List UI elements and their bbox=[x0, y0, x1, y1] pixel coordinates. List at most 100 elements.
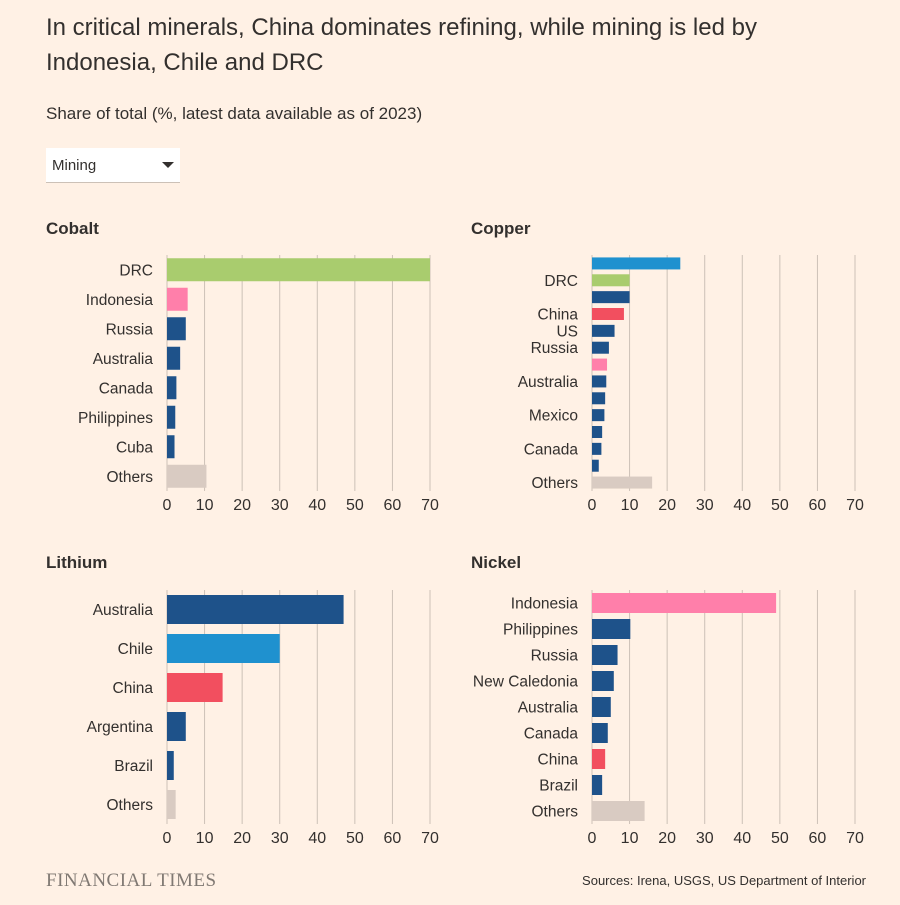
bar-label: DRC bbox=[544, 273, 578, 290]
tick-label: 20 bbox=[658, 830, 676, 847]
bar-canada bbox=[592, 723, 608, 743]
caret-down-icon bbox=[162, 162, 174, 168]
bar bbox=[592, 392, 606, 405]
tick-label: 0 bbox=[588, 497, 597, 514]
bar-label: Chile bbox=[118, 641, 153, 658]
bar-label: Brazil bbox=[114, 758, 153, 775]
bar bbox=[592, 358, 608, 371]
bar-label: China bbox=[113, 680, 154, 697]
bar-label: China bbox=[538, 307, 579, 324]
tick-label: 30 bbox=[271, 830, 289, 847]
bar bbox=[592, 426, 603, 438]
tick-label: 70 bbox=[846, 497, 864, 514]
bar-label: New Caledonia bbox=[473, 674, 578, 691]
bar bbox=[592, 257, 681, 270]
panel-title-cobalt: Cobalt bbox=[46, 219, 99, 238]
panel-title-copper: Copper bbox=[471, 219, 531, 238]
bar-label: Russia bbox=[531, 340, 579, 357]
bar-philippines bbox=[592, 619, 631, 639]
tick-label: 20 bbox=[233, 830, 251, 847]
ft-logo: FINANCIAL TIMES bbox=[46, 870, 217, 891]
bar-others bbox=[592, 476, 653, 489]
panel-title-lithium: Lithium bbox=[46, 553, 108, 572]
bar-label: Cuba bbox=[116, 439, 153, 456]
tick-label: 0 bbox=[163, 497, 172, 514]
tick-label: 40 bbox=[308, 497, 326, 514]
bar-australia bbox=[592, 375, 607, 388]
bar-label: China bbox=[538, 752, 579, 769]
bar-label: Others bbox=[106, 469, 153, 486]
bar-australia bbox=[592, 697, 611, 717]
tick-label: 20 bbox=[658, 497, 676, 514]
bar-label: Others bbox=[531, 804, 578, 821]
bar-label: Others bbox=[531, 475, 578, 492]
bar-label: Brazil bbox=[539, 778, 578, 795]
bar-label: US bbox=[556, 323, 578, 340]
bar-australia bbox=[167, 346, 181, 370]
bar-label: Canada bbox=[99, 380, 154, 397]
bar-drc bbox=[592, 274, 630, 287]
bar-label: Canada bbox=[524, 441, 579, 458]
bar-others bbox=[167, 464, 207, 488]
bar-label: DRC bbox=[119, 262, 153, 279]
bar-brazil bbox=[592, 775, 603, 795]
bar-philippines bbox=[167, 405, 176, 429]
bar-drc bbox=[167, 258, 430, 282]
source-note: Sources: Irena, USGS, US Department of I… bbox=[582, 873, 866, 888]
bar bbox=[592, 459, 599, 472]
bar-label: Indonesia bbox=[511, 596, 579, 613]
tick-label: 40 bbox=[733, 497, 751, 514]
tick-label: 70 bbox=[421, 497, 439, 514]
tick-label: 50 bbox=[346, 497, 364, 514]
tick-label: 10 bbox=[196, 830, 214, 847]
bar-chile bbox=[167, 634, 280, 663]
nickel-chart: 0 10 20 30 40 50 60 70 Indonesia Philippines Russi… bbox=[473, 590, 864, 847]
tick-label: 10 bbox=[621, 830, 639, 847]
tick-label: 10 bbox=[196, 497, 214, 514]
tick-label: 10 bbox=[621, 497, 639, 514]
tick-label: 30 bbox=[271, 497, 289, 514]
bar-label: Indonesia bbox=[86, 292, 154, 309]
tick-label: 40 bbox=[733, 830, 751, 847]
bar-label: Philippines bbox=[503, 622, 578, 639]
bar-canada bbox=[167, 376, 177, 400]
tick-label: 50 bbox=[346, 830, 364, 847]
bar-label: Argentina bbox=[87, 719, 154, 736]
bar-china bbox=[592, 749, 606, 769]
tick-label: 60 bbox=[809, 830, 827, 847]
bar-new-caledonia bbox=[592, 671, 614, 691]
tick-label: 60 bbox=[384, 497, 402, 514]
bar-argentina bbox=[167, 712, 186, 741]
dropdown-selected-value: Mining bbox=[52, 157, 97, 174]
bar-us bbox=[592, 324, 615, 337]
bar-china bbox=[592, 308, 624, 320]
panel-title-nickel: Nickel bbox=[471, 553, 522, 572]
bar-label: Mexico bbox=[529, 408, 578, 425]
bar-cuba bbox=[167, 435, 175, 459]
bar-label: Australia bbox=[518, 700, 579, 717]
bar-mexico bbox=[592, 409, 605, 422]
bar-label: Australia bbox=[93, 351, 154, 368]
bar-label: Others bbox=[106, 797, 153, 814]
bar-australia bbox=[167, 595, 344, 624]
bar-canada bbox=[592, 442, 602, 455]
cobalt-chart: 0 10 20 30 40 50 60 70 DRC Indonesia Russia Austral… bbox=[78, 255, 439, 514]
tick-label: 30 bbox=[696, 830, 714, 847]
tick-label: 60 bbox=[809, 497, 827, 514]
bar-indonesia bbox=[592, 593, 777, 613]
tick-label: 20 bbox=[233, 497, 251, 514]
bar-label: Canada bbox=[524, 726, 579, 743]
tick-label: 70 bbox=[421, 830, 439, 847]
tick-label: 50 bbox=[771, 830, 789, 847]
chart-subtitle: Share of total (%, latest data available… bbox=[46, 104, 423, 123]
bar-label: Russia bbox=[531, 648, 579, 665]
bar-others bbox=[167, 790, 176, 819]
bar-russia bbox=[167, 317, 186, 341]
mode-dropdown[interactable]: Mining bbox=[46, 148, 180, 183]
tick-label: 0 bbox=[163, 830, 172, 847]
bar-label: Australia bbox=[93, 602, 154, 619]
tick-label: 40 bbox=[308, 830, 326, 847]
lithium-chart: 0 10 20 30 40 50 60 70 Australia Chile China Argent… bbox=[87, 590, 439, 847]
bar-russia bbox=[592, 341, 609, 354]
